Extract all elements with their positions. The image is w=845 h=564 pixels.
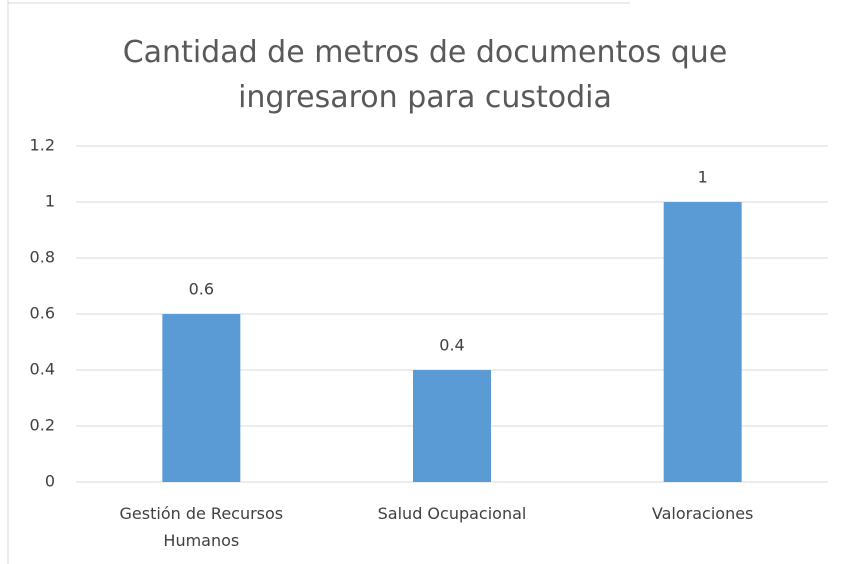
data-label: 1 bbox=[698, 168, 708, 187]
y-tick-label: 0.8 bbox=[30, 248, 55, 267]
x-tick-label: Salud Ocupacional bbox=[377, 504, 527, 523]
data-label: 0.6 bbox=[189, 280, 214, 299]
bar bbox=[162, 314, 241, 482]
y-tick-label: 0.2 bbox=[30, 416, 55, 435]
y-tick-label: 1.2 bbox=[30, 136, 55, 155]
y-tick-label: 1 bbox=[45, 192, 55, 211]
y-tick-label: 0 bbox=[45, 472, 55, 491]
bar bbox=[413, 370, 491, 482]
data-label: 0.4 bbox=[439, 336, 464, 355]
x-tick-label: Gestión de Recursos Humanos bbox=[119, 504, 284, 550]
chart-title: Cantidad de metros de documentos que ing… bbox=[122, 35, 728, 115]
bar bbox=[663, 202, 742, 482]
y-tick-label: 0.6 bbox=[30, 304, 55, 323]
y-tick-label: 0.4 bbox=[30, 360, 55, 379]
x-tick-label: Valoraciones bbox=[651, 504, 754, 523]
